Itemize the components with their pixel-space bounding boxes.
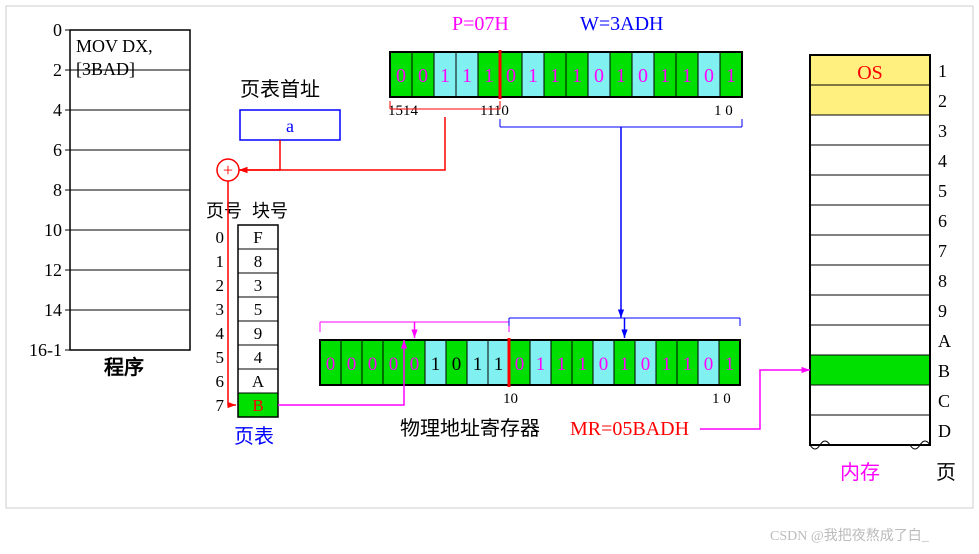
svg-text:1514: 1514 <box>388 103 419 119</box>
svg-text:0: 0 <box>452 354 462 375</box>
svg-text:2: 2 <box>938 91 947 111</box>
svg-text:1 0: 1 0 <box>712 391 731 407</box>
svg-text:3: 3 <box>254 276 263 295</box>
svg-text:0: 0 <box>599 354 609 375</box>
svg-text:B: B <box>938 361 950 381</box>
svg-text:1: 1 <box>572 65 582 87</box>
svg-text:程序: 程序 <box>104 355 144 379</box>
svg-text:5: 5 <box>254 300 263 319</box>
svg-text:0: 0 <box>418 65 428 87</box>
svg-text:MR=05BADH: MR=05BADH <box>570 418 689 440</box>
svg-text:1: 1 <box>431 354 441 375</box>
svg-text:9: 9 <box>254 324 263 343</box>
svg-text:14: 14 <box>44 300 62 320</box>
svg-text:0: 0 <box>396 65 406 87</box>
svg-text:OS: OS <box>857 62 883 84</box>
svg-text:1: 1 <box>662 354 672 375</box>
svg-text:1: 1 <box>462 65 472 87</box>
svg-text:1110: 1110 <box>480 103 509 119</box>
svg-text:0: 0 <box>326 354 336 375</box>
svg-text:1: 1 <box>660 65 670 87</box>
svg-text:7: 7 <box>938 241 947 261</box>
svg-text:1 0: 1 0 <box>714 103 733 119</box>
svg-text:10: 10 <box>503 391 518 407</box>
svg-text:页表: 页表 <box>234 425 274 448</box>
svg-text:10: 10 <box>44 220 62 240</box>
svg-text:1: 1 <box>484 65 494 87</box>
svg-text:页号: 页号 <box>206 201 242 221</box>
svg-text:C: C <box>938 391 950 411</box>
svg-text:2: 2 <box>53 60 62 80</box>
svg-text:0: 0 <box>216 228 225 247</box>
svg-text:1: 1 <box>536 354 546 375</box>
svg-text:1: 1 <box>550 65 560 87</box>
svg-text:0: 0 <box>594 65 604 87</box>
svg-text:0: 0 <box>347 354 357 375</box>
svg-text:1: 1 <box>440 65 450 87</box>
svg-text:块号: 块号 <box>252 201 288 221</box>
svg-text:6: 6 <box>938 211 947 231</box>
svg-text:1: 1 <box>683 354 693 375</box>
svg-text:12: 12 <box>44 260 62 280</box>
svg-text:页: 页 <box>936 462 956 484</box>
svg-text:1: 1 <box>725 354 735 375</box>
svg-text:1: 1 <box>557 354 567 375</box>
svg-text:1: 1 <box>216 252 225 271</box>
svg-text:0: 0 <box>641 354 651 375</box>
svg-text:F: F <box>253 228 262 247</box>
svg-text:6: 6 <box>53 140 62 160</box>
svg-text:B: B <box>252 396 263 415</box>
svg-text:0: 0 <box>515 354 525 375</box>
svg-text:CSDN @我把夜熬成了白_: CSDN @我把夜熬成了白_ <box>770 528 930 544</box>
svg-text:[3BAD]: [3BAD] <box>76 59 135 79</box>
svg-text:A: A <box>938 331 951 351</box>
svg-text:1: 1 <box>682 65 692 87</box>
svg-text:a: a <box>286 116 294 136</box>
svg-text:+: + <box>223 160 233 180</box>
svg-text:0: 0 <box>389 354 399 375</box>
svg-text:内存: 内存 <box>840 461 880 484</box>
svg-text:2: 2 <box>216 276 225 295</box>
svg-text:4: 4 <box>938 151 947 171</box>
svg-text:8: 8 <box>53 180 62 200</box>
svg-text:9: 9 <box>938 301 947 321</box>
svg-text:8: 8 <box>254 252 263 271</box>
svg-text:0: 0 <box>368 354 378 375</box>
svg-text:MOV DX,: MOV DX, <box>76 36 153 56</box>
svg-text:1: 1 <box>578 354 588 375</box>
svg-text:1: 1 <box>620 354 630 375</box>
svg-text:0: 0 <box>506 65 516 87</box>
svg-text:4: 4 <box>53 100 62 120</box>
svg-text:1: 1 <box>726 65 736 87</box>
svg-text:5: 5 <box>938 181 947 201</box>
svg-text:5: 5 <box>216 348 225 367</box>
svg-text:W=3ADH: W=3ADH <box>580 13 664 35</box>
svg-text:1: 1 <box>938 61 947 81</box>
svg-text:16-1: 16-1 <box>29 340 62 360</box>
svg-text:6: 6 <box>216 372 225 391</box>
svg-text:0: 0 <box>53 20 62 40</box>
svg-text:A: A <box>252 372 265 391</box>
svg-text:7: 7 <box>216 396 225 415</box>
svg-text:D: D <box>938 421 951 441</box>
svg-text:4: 4 <box>254 348 263 367</box>
svg-text:8: 8 <box>938 271 947 291</box>
svg-text:物理地址寄存器: 物理地址寄存器 <box>400 417 540 440</box>
svg-text:1: 1 <box>494 354 504 375</box>
svg-text:3: 3 <box>216 300 225 319</box>
svg-text:0: 0 <box>704 354 714 375</box>
svg-text:0: 0 <box>704 65 714 87</box>
svg-text:3: 3 <box>938 121 947 141</box>
svg-text:1: 1 <box>473 354 483 375</box>
svg-text:4: 4 <box>216 324 225 343</box>
svg-text:P=07H: P=07H <box>452 13 509 35</box>
svg-text:0: 0 <box>638 65 648 87</box>
svg-text:0: 0 <box>410 354 420 375</box>
svg-text:页表首址: 页表首址 <box>240 78 320 101</box>
svg-text:1: 1 <box>528 65 538 87</box>
svg-text:1: 1 <box>616 65 626 87</box>
